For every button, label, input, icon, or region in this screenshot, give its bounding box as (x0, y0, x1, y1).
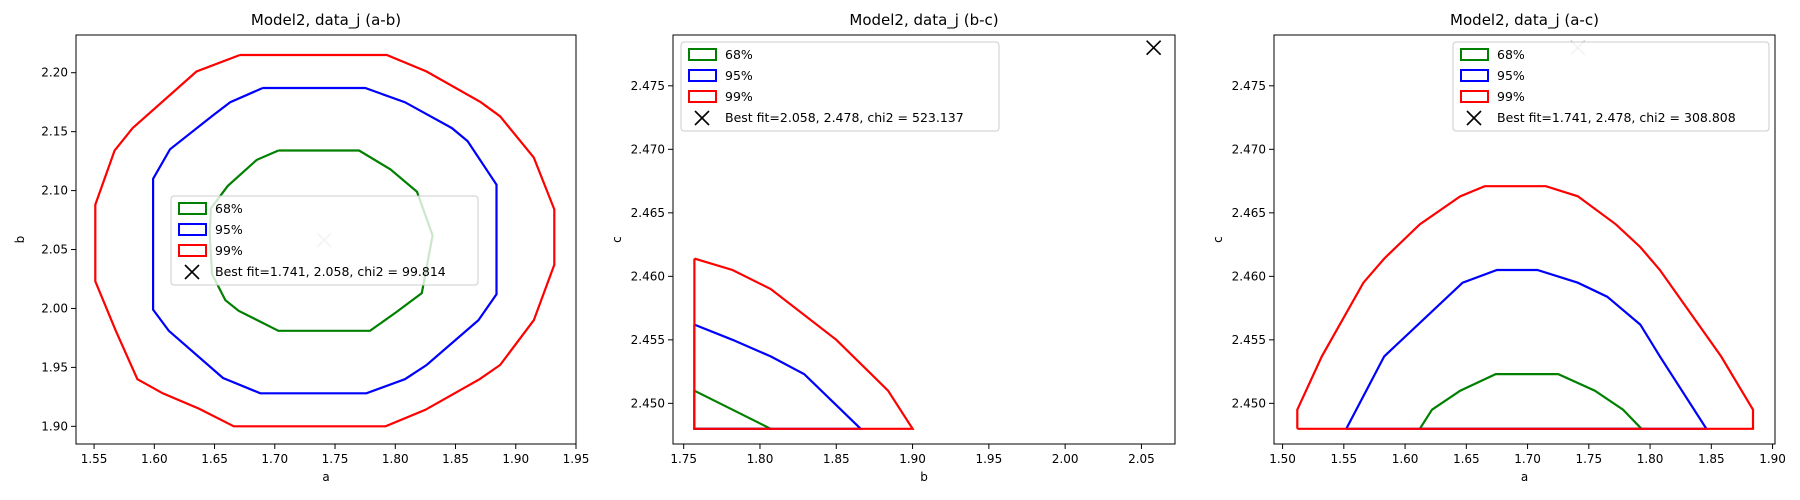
x-tick-label: 1.85 (1698, 452, 1725, 466)
y-tick-label: 2.00 (41, 301, 68, 315)
legend-label: Best fit=1.741, 2.478, chi2 = 308.808 (1497, 110, 1736, 125)
y-tick-label: 2.465 (1232, 206, 1266, 220)
legend-label: Best fit=2.058, 2.478, chi2 = 523.137 (725, 110, 964, 125)
x-tick-label: 1.90 (1759, 452, 1786, 466)
legend: 68% 95% 99% Best fit=2.058, 2.478, chi2 = 5… (680, 41, 1000, 132)
plot-frame (75, 34, 577, 445)
x-tick-label: 1.90 (502, 452, 529, 466)
x-tick-label: 1.60 (1392, 452, 1419, 466)
legend-swatch (178, 223, 207, 236)
legend-label: 68% (725, 47, 753, 62)
y-tick-label: 2.470 (1232, 142, 1266, 156)
x-tick-label: 1.50 (1269, 452, 1296, 466)
contour-line-95pct (1345, 268, 1709, 430)
legend-label: 68% (1497, 47, 1525, 62)
legend-swatch (688, 48, 717, 61)
x-tick-label: 1.80 (1637, 452, 1664, 466)
x-tick-label: 1.95 (563, 452, 590, 466)
x-tick-label: 1.70 (261, 452, 288, 466)
legend-label: 68% (215, 201, 243, 216)
y-tick-label: 2.20 (41, 66, 68, 80)
x-tick-label: 1.55 (81, 452, 108, 466)
best-fit-marker (1146, 40, 1162, 56)
x-tick-label: 1.65 (201, 452, 228, 466)
y-tick-label: 2.455 (631, 333, 665, 347)
contour-line-95pct (152, 86, 498, 395)
legend-swatch (688, 90, 717, 103)
legend: 68% 95% 99% Best fit=1.741, 2.478, chi2 = 3… (1452, 41, 1770, 132)
y-tick-label: 2.475 (631, 79, 665, 93)
x-axis-label: a (322, 470, 329, 484)
y-tick-label: 2.10 (41, 184, 68, 198)
legend-label: 99% (725, 89, 753, 104)
y-axis-label: c (1211, 236, 1225, 243)
chart-title: Model2, data_j (a-b) (251, 11, 401, 30)
y-tick-label: 2.450 (631, 396, 665, 410)
legend-label: 99% (215, 243, 243, 258)
y-tick-label: 2.05 (41, 243, 68, 257)
legend-box (680, 41, 1000, 132)
contour-line-99pct (693, 257, 915, 430)
plot-frame (1273, 34, 1776, 445)
contour-line-99pct (1296, 185, 1755, 430)
x-tick-label: 1.65 (1453, 452, 1480, 466)
y-tick-label: 2.450 (1232, 396, 1266, 410)
y-tick-label: 2.475 (1232, 79, 1266, 93)
contour-line-68pct (693, 389, 772, 430)
chart-title: Model2, data_j (a-c) (1450, 11, 1599, 30)
y-tick-label: 2.455 (1232, 333, 1266, 347)
legend-marker (184, 264, 200, 280)
y-tick-label: 2.15 (41, 125, 68, 139)
legend-marker (694, 110, 710, 126)
y-tick-label: 2.465 (631, 206, 665, 220)
x-tick-label: 1.80 (382, 452, 409, 466)
chart-panel-1: Model2, data_j (a-b) 1.55 1.60 1.65 1.70 1.75… (13, 11, 589, 484)
legend-label: 95% (215, 222, 243, 237)
x-tick-label: 1.85 (823, 452, 850, 466)
legend-swatch (1460, 90, 1489, 103)
x-tick-label: 1.75 (670, 452, 697, 466)
legend-box (1452, 41, 1770, 132)
y-tick-label: 2.460 (1232, 269, 1266, 283)
legend-swatch (178, 202, 207, 215)
chart-panel-3: Model2, data_j (a-c) 1.50 1.55 1.60 1.65 1.70… (1211, 11, 1786, 484)
legend: 68% 95% 99% Best fit=1.741, 2.058, chi2 = 9… (170, 195, 479, 286)
best-fit-marker-stroke (1146, 40, 1162, 56)
x-tick-label: 1.70 (1514, 452, 1541, 466)
x-tick-label: 1.80 (747, 452, 774, 466)
legend-swatch (1460, 69, 1489, 82)
x-axis-label: b (920, 470, 928, 484)
y-axis-label: b (13, 236, 27, 244)
x-tick-label: 1.55 (1330, 452, 1357, 466)
legend-box (170, 195, 479, 286)
chart-title: Model2, data_j (b-c) (849, 11, 998, 30)
y-tick-label: 2.470 (631, 142, 665, 156)
legend-label: 95% (725, 68, 753, 83)
legend-marker (1466, 110, 1482, 126)
y-tick-label: 1.90 (41, 419, 68, 433)
y-tick-label: 2.460 (631, 269, 665, 283)
x-tick-label: 1.85 (442, 452, 469, 466)
chart-panel-2: Model2, data_j (b-c) 1.75 1.80 1.85 1.90 1.95… (610, 11, 1176, 484)
legend-swatch (1460, 48, 1489, 61)
legend-label: Best fit=1.741, 2.058, chi2 = 99.814 (215, 264, 446, 279)
x-tick-label: 1.75 (1575, 452, 1602, 466)
x-tick-label: 1.90 (899, 452, 926, 466)
contour-line-68pct (1418, 373, 1645, 430)
y-axis-label: c (610, 236, 624, 243)
legend-label: 95% (1497, 68, 1525, 83)
contour-line-99pct (94, 53, 556, 428)
x-tick-label: 1.60 (141, 452, 168, 466)
x-tick-label: 1.75 (322, 452, 349, 466)
legend-swatch (178, 244, 207, 257)
plot-frame (672, 34, 1176, 445)
x-axis-label: a (1521, 470, 1528, 484)
x-tick-label: 2.05 (1128, 452, 1155, 466)
x-tick-label: 1.95 (975, 452, 1002, 466)
y-tick-label: 1.95 (41, 360, 68, 374)
legend-label: 99% (1497, 89, 1525, 104)
x-tick-label: 2.00 (1052, 452, 1079, 466)
legend-swatch (688, 69, 717, 82)
